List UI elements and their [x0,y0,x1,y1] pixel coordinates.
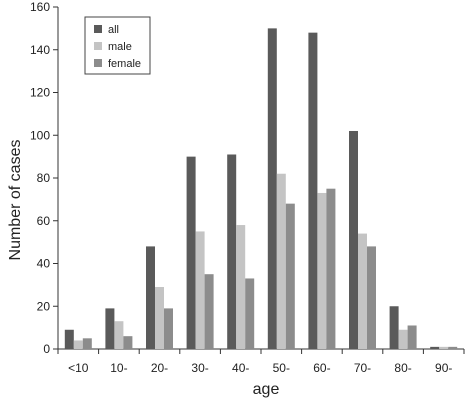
bar-all-8 [389,306,399,349]
bar-male-3 [195,231,205,349]
legend-label-female: female [108,58,141,70]
bar-female-3 [204,274,214,349]
bar-male-1 [114,321,124,349]
x-tick-label: 60- [313,361,330,375]
x-tick-label: 80- [394,361,411,375]
y-tick-label: 60 [37,214,51,228]
bar-female-7 [367,246,376,349]
x-tick-label: 70- [354,361,371,375]
x-tick-label: <10 [68,361,89,375]
bar-male-7 [358,233,367,349]
bar-all-3 [186,156,196,350]
bar-female-5 [285,203,295,349]
y-tick-label: 20 [37,299,51,313]
bar-all-2 [146,246,155,349]
legend-label-all: all [108,24,119,36]
bar-male-6 [317,192,327,349]
bar-all-0 [64,329,74,349]
y-tick-label: 40 [37,257,51,271]
bar-all-1 [105,308,115,349]
bar-all-7 [349,130,358,349]
y-tick-label: 120 [30,86,50,100]
bar-female-8 [407,325,417,349]
bar-all-4 [227,154,237,349]
legend-label-male: male [108,41,132,53]
bar-male-2 [155,287,164,349]
y-axis-title: Number of cases [7,140,24,261]
axes: 0 20 40 60 80 100 120 140 160 <10 10- 20- 30- 40- 50- 6… [30,0,465,375]
legend-swatch-all [94,25,102,33]
bar-female-1 [123,336,133,349]
y-tick-label: 140 [30,43,50,57]
legend-swatch-male [94,42,102,50]
x-tick-label: 10- [110,361,127,375]
bar-all-6 [308,32,318,350]
bars [64,28,458,350]
bar-female-6 [326,188,336,349]
bar-female-2 [164,308,173,349]
bar-male-5 [276,173,286,349]
x-tick-label: 40- [232,361,249,375]
bar-female-0 [82,338,92,349]
x-tick-label: 20- [151,361,168,375]
x-tick-label: 30- [191,361,208,375]
y-tick-label: 80 [37,171,51,185]
x-tick-label: 90- [435,361,452,375]
legend-swatch-female [94,59,102,67]
bar-male-9 [439,346,449,349]
x-axis-title: age [253,381,280,398]
bar-female-4 [245,278,255,349]
y-tick-label: 160 [30,0,50,14]
legend: all male female [84,16,151,75]
y-tick-label: 0 [43,342,50,356]
bar-male-8 [398,329,408,349]
bar-male-4 [236,225,246,349]
bar-all-9 [430,346,440,349]
bar-male-0 [73,340,83,349]
x-tick-label: 50- [273,361,290,375]
y-tick-label: 100 [30,128,50,142]
bar-all-5 [267,28,277,350]
bar-female-9 [448,346,458,349]
